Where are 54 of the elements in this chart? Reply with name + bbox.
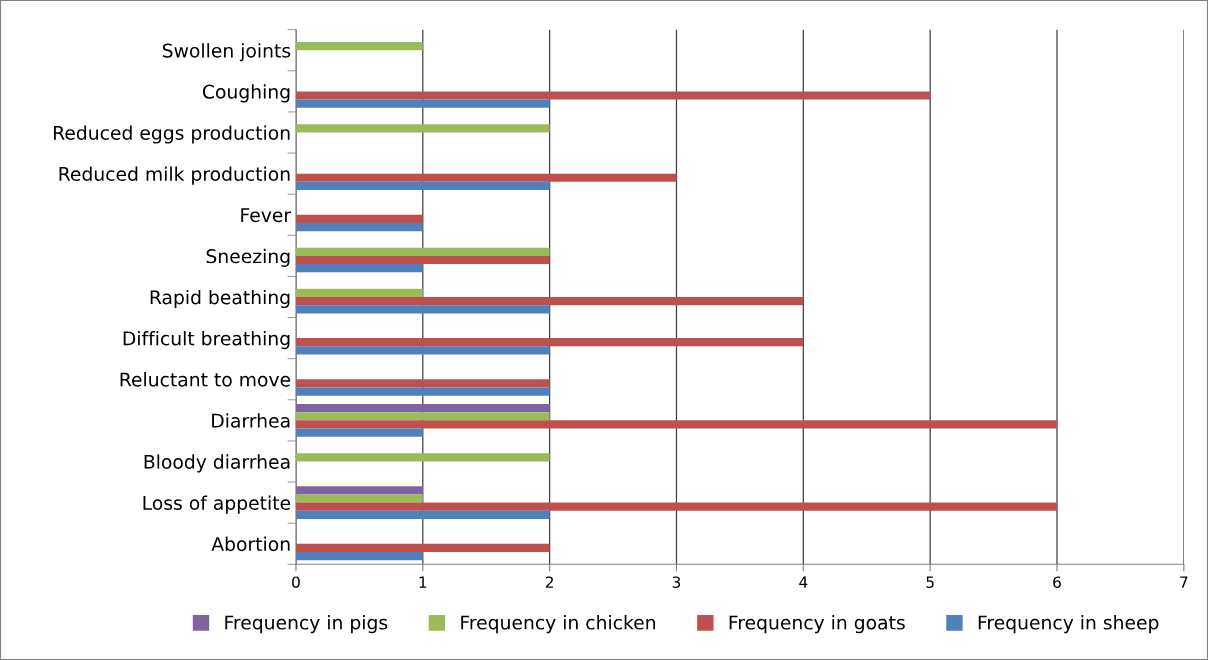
bar (295, 403, 550, 413)
bar (295, 510, 550, 520)
legend-label: Frequency in sheep (978, 615, 1159, 634)
bar (295, 551, 423, 561)
y-tick-label: Coughing (202, 84, 290, 103)
x-tick-label: 4 (799, 576, 808, 588)
y-tick-label: Swollen joints (162, 43, 291, 62)
y-tick-label: Reduced milk production (59, 166, 290, 185)
y-tick-label: Reduced eggs production (53, 125, 290, 144)
x-tick-label: 1 (419, 576, 427, 588)
bar (295, 42, 423, 51)
bar (295, 124, 550, 133)
y-tick-label: Rapid beathing (150, 289, 290, 309)
x-tick-label: 5 (926, 576, 934, 588)
y-tick-label: Abortion (211, 536, 290, 552)
bar (295, 428, 423, 437)
bar (295, 91, 931, 100)
bar (295, 247, 550, 256)
y-tick-label: Fever (241, 208, 292, 223)
bar (295, 379, 550, 388)
bar (295, 222, 423, 232)
bar (295, 338, 804, 347)
legend-label: Frequency in pigs (225, 615, 388, 634)
x-tick-label: 7 (1180, 576, 1188, 588)
bar (295, 288, 423, 297)
bar (295, 543, 550, 552)
legend-label: Frequency in chicken (461, 615, 655, 634)
bar (295, 264, 423, 273)
y-tick-label: Loss of appetite (143, 495, 291, 514)
bar (295, 181, 550, 191)
bar (295, 346, 550, 355)
y-tick-label: Sneezing (206, 248, 290, 267)
bar (295, 173, 677, 182)
y-tick-label: Difficult breathing (123, 331, 290, 350)
x-tick-label: 6 (1053, 576, 1061, 588)
x-tick-label: 2 (545, 576, 553, 588)
bar (295, 420, 1057, 429)
y-tick-label: Diarrhea (212, 413, 290, 428)
legend-label: Frequency in goats (729, 615, 905, 634)
bar (295, 297, 804, 306)
bar (295, 412, 550, 421)
bar (295, 305, 550, 314)
bar (295, 502, 1057, 511)
bar (295, 486, 423, 495)
bar (295, 255, 550, 265)
bar (295, 494, 423, 503)
x-tick-label: 3 (672, 576, 681, 588)
bar (295, 99, 550, 108)
bar (295, 387, 550, 396)
x-tick-label: 0 (292, 576, 300, 588)
bar (295, 453, 550, 462)
bar (295, 214, 423, 223)
y-tick-label: Reluctant to move (120, 372, 291, 387)
y-tick-label: Bloody diarrhea (144, 454, 290, 473)
